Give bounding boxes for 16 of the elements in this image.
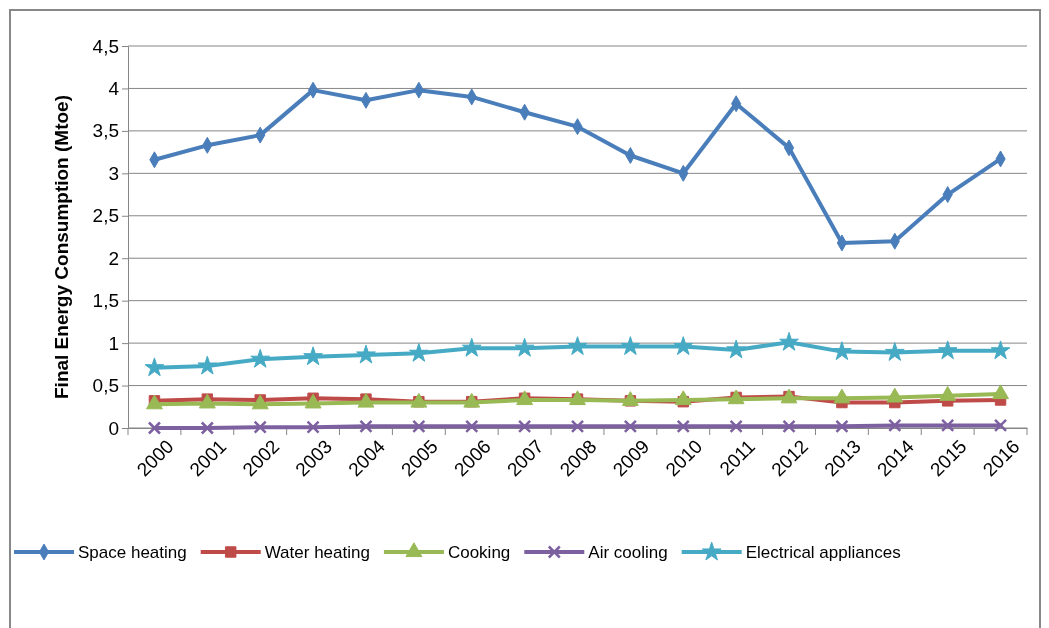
legend-label: Water heating: [264, 543, 370, 562]
y-tick-label: 4,5: [92, 35, 119, 57]
legend-label: Air cooling: [588, 543, 668, 562]
y-tick-label: 4: [108, 78, 120, 100]
legend-label: Space heating: [78, 543, 187, 562]
legend-label: Electrical appliances: [745, 543, 901, 562]
legend-label: Cooking: [447, 543, 511, 562]
y-tick-label: 3: [108, 162, 119, 184]
y-axis-title: Final Energy Consumption (Mtoe): [51, 95, 72, 399]
y-tick-label: 3,5: [92, 120, 119, 142]
y-tick-label: 1: [108, 332, 119, 354]
y-tick-label: 2: [108, 247, 119, 269]
y-tick-label: 0: [108, 417, 119, 439]
y-tick-label: 2,5: [92, 205, 119, 227]
y-tick-label: 1,5: [92, 290, 119, 312]
y-tick-label: 0,5: [92, 375, 119, 397]
